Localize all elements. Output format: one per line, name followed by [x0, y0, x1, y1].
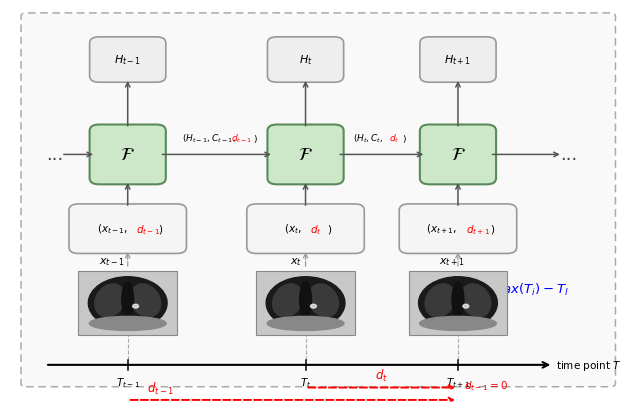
Ellipse shape [452, 282, 464, 318]
Text: $\mathcal{F}$: $\mathcal{F}$ [451, 146, 465, 164]
Text: $(x_{t+1},$: $(x_{t+1},$ [426, 222, 458, 236]
FancyBboxPatch shape [90, 38, 166, 83]
Ellipse shape [461, 284, 491, 317]
Ellipse shape [267, 317, 344, 331]
Text: $d_{t-1}$: $d_{t-1}$ [147, 380, 174, 396]
Ellipse shape [273, 284, 303, 317]
Text: $T_{t+1}$: $T_{t+1}$ [446, 375, 470, 389]
FancyBboxPatch shape [420, 125, 496, 185]
Text: $d_t$: $d_t$ [389, 132, 400, 145]
Text: $\mathcal{F}$: $\mathcal{F}$ [298, 146, 313, 164]
Text: $(H_{t-1},C_{t-1},$: $(H_{t-1},C_{t-1},$ [182, 132, 236, 145]
Text: $)$: $)$ [327, 223, 332, 236]
FancyBboxPatch shape [69, 204, 186, 254]
FancyBboxPatch shape [399, 204, 516, 254]
Text: $d_{t-1}$: $d_{t-1}$ [136, 222, 160, 236]
FancyBboxPatch shape [247, 204, 364, 254]
Text: $d_{t+1}$: $d_{t+1}$ [466, 222, 490, 236]
Text: ...: ... [561, 146, 578, 164]
Ellipse shape [90, 317, 166, 331]
Text: $)$: $)$ [158, 223, 163, 236]
FancyBboxPatch shape [79, 271, 177, 335]
Text: $T_t$: $T_t$ [300, 375, 311, 389]
Text: $(H_t,C_t,$: $(H_t,C_t,$ [353, 132, 383, 145]
Circle shape [310, 304, 316, 309]
Ellipse shape [95, 284, 125, 317]
Ellipse shape [308, 284, 339, 317]
Ellipse shape [300, 282, 312, 318]
Text: $)$: $)$ [402, 133, 407, 145]
FancyBboxPatch shape [420, 38, 496, 83]
Text: $x_t$: $x_t$ [290, 256, 302, 267]
Text: $x_{t+1}$: $x_{t+1}$ [439, 256, 465, 267]
Text: $d_t$: $d_t$ [310, 222, 322, 236]
Circle shape [463, 304, 468, 309]
Text: $(x_t,$: $(x_t,$ [284, 222, 301, 236]
FancyBboxPatch shape [268, 38, 344, 83]
Text: $)$: $)$ [253, 133, 258, 145]
Circle shape [132, 304, 138, 309]
Text: $H_{t+1}$: $H_{t+1}$ [444, 54, 472, 67]
Ellipse shape [88, 277, 167, 330]
Text: $H_{t-1}$: $H_{t-1}$ [114, 54, 141, 67]
Text: $d_t$: $d_t$ [375, 368, 388, 384]
Ellipse shape [130, 284, 161, 317]
Text: $T_{t-1}$: $T_{t-1}$ [116, 375, 140, 389]
Text: ...: ... [46, 146, 63, 164]
Text: $(x_{t-1},$: $(x_{t-1},$ [97, 222, 129, 236]
FancyBboxPatch shape [268, 125, 344, 185]
FancyBboxPatch shape [257, 271, 355, 335]
Ellipse shape [425, 284, 456, 317]
FancyBboxPatch shape [409, 271, 507, 335]
Text: $H_t$: $H_t$ [299, 54, 312, 67]
Text: time point $T$: time point $T$ [556, 358, 622, 372]
Text: $d_{t-1} = 0$: $d_{t-1} = 0$ [464, 379, 508, 392]
Text: $)$: $)$ [490, 223, 495, 236]
Text: $d_{t-1}$: $d_{t-1}$ [230, 132, 252, 145]
Text: $x_{t-1}$: $x_{t-1}$ [99, 256, 125, 267]
FancyBboxPatch shape [90, 125, 166, 185]
Text: $d_l = max(T_i) - T_l$: $d_l = max(T_i) - T_l$ [462, 281, 569, 297]
Ellipse shape [419, 277, 497, 330]
Ellipse shape [266, 277, 345, 330]
Ellipse shape [420, 317, 497, 331]
Ellipse shape [122, 282, 134, 318]
Text: $\mathcal{F}$: $\mathcal{F}$ [120, 146, 135, 164]
FancyBboxPatch shape [21, 14, 616, 387]
